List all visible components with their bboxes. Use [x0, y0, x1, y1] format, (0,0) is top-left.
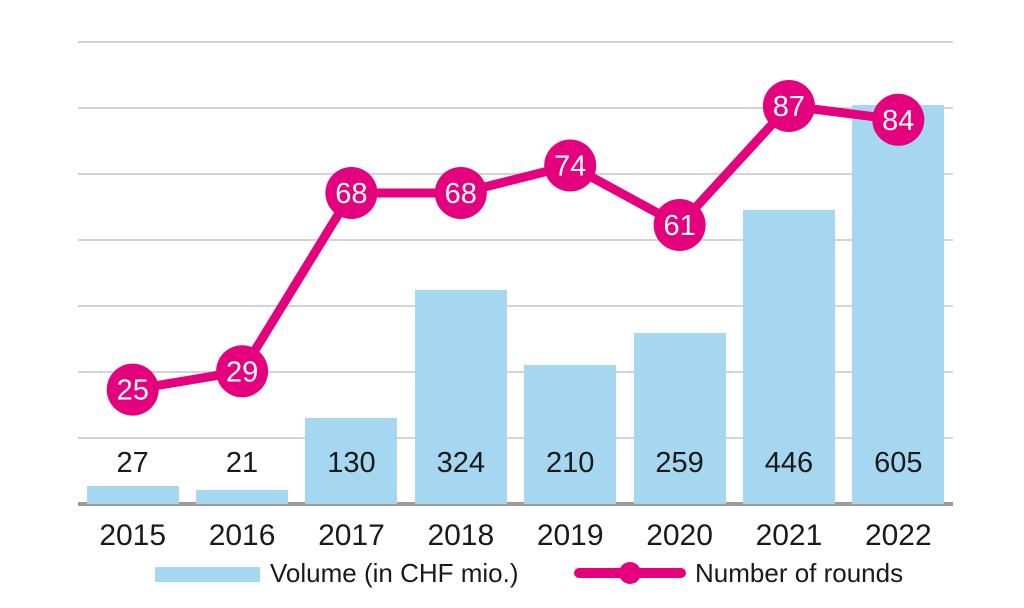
gridline [78, 41, 953, 43]
round-marker-value: 68 [445, 178, 477, 210]
volume-value-label: 605 [874, 447, 923, 479]
volume-bar [524, 365, 617, 504]
volume-bar [196, 490, 289, 504]
volume-value-label: 446 [764, 447, 814, 479]
x-axis-year-label: 2021 [755, 519, 823, 552]
volume-value-label: 210 [545, 447, 595, 479]
volume-value-label: 27 [116, 447, 149, 479]
round-marker [653, 199, 706, 251]
x-axis-year-label: 2016 [208, 519, 276, 552]
round-marker-value: 25 [117, 375, 149, 407]
rounds-legend-label: Number of rounds [695, 558, 904, 588]
volume-bar [852, 104, 945, 504]
x-axis-year-label: 2020 [646, 519, 713, 552]
x-axis-line [78, 502, 953, 506]
volume-value-label: 324 [436, 447, 485, 479]
x-axis-year-label: 2015 [99, 519, 167, 552]
gridline [78, 173, 953, 175]
round-marker [544, 139, 597, 192]
x-axis-year-label: 2017 [318, 519, 385, 552]
volume-legend-swatch-icon [155, 567, 260, 582]
volume-value-label: 130 [327, 447, 376, 479]
round-marker-value: 61 [663, 210, 695, 242]
rounds-legend-line-icon [574, 562, 686, 584]
round-marker-value: 74 [554, 151, 586, 183]
x-axis-year-label: 2019 [536, 519, 604, 552]
gridline [78, 437, 953, 439]
x-axis-year-label: 2018 [427, 519, 495, 552]
volume-legend-label: Volume (in CHF mio.) [270, 558, 519, 588]
volume-value-label: 21 [225, 447, 259, 479]
round-marker-value: 68 [335, 178, 367, 210]
volume-bar [86, 486, 179, 504]
x-axis-year-label: 2022 [864, 519, 932, 552]
round-marker [762, 80, 815, 132]
gridline [78, 107, 953, 109]
volume-value-label: 259 [655, 447, 704, 479]
volume-bar [305, 418, 398, 504]
